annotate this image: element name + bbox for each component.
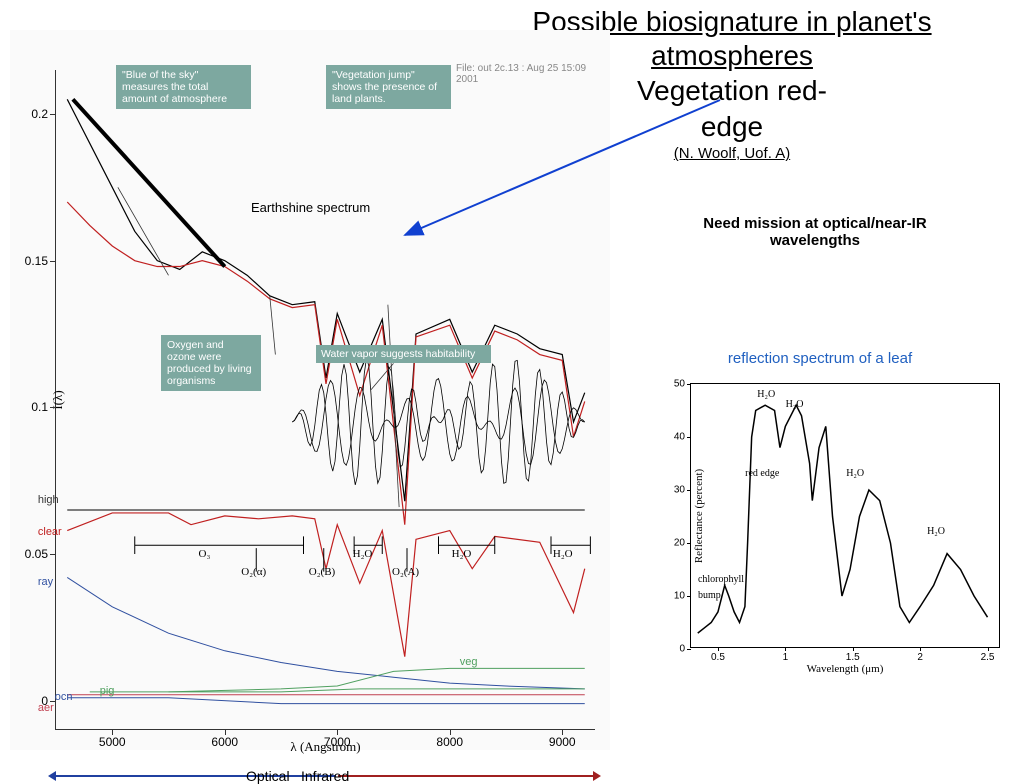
series-label-ocn: ocn — [55, 691, 73, 703]
file-label: File: out 2c.13 : Aug 25 15:09 2001 — [456, 63, 595, 85]
earthshine-label: Earthshine spectrum — [251, 200, 370, 215]
right-plot-area: Reflectance (percent) Wavelength (μm) 01… — [690, 383, 1000, 648]
mission-caption-l1: Need mission at optical/near-IR — [630, 215, 1000, 232]
right-x-axis-label: Wavelength (μm) — [807, 663, 884, 675]
right-label-h2o_2: H₂O — [786, 399, 804, 410]
callout-water: Water vapor suggests habitability — [316, 345, 491, 363]
right-label-h2o_1: H₂O — [757, 389, 775, 400]
right-chart-svg — [691, 384, 1001, 649]
right-label-chlorophyll_l1: chlorophyll — [698, 574, 744, 585]
molecule-label: O₂(B) — [309, 566, 335, 578]
series-label-veg: veg — [460, 656, 478, 668]
series-label-aer: aer — [38, 702, 54, 714]
mission-caption: Need mission at optical/near-IR waveleng… — [630, 215, 1000, 249]
leaf-reflectance-chart: Reflectance (percent) Wavelength (μm) 01… — [635, 375, 1010, 685]
infrared-label: Infrared — [301, 768, 349, 784]
left-chart-svg — [56, 70, 596, 730]
series-label-ray: ray — [38, 576, 53, 588]
molecule-label: O₃ — [199, 548, 211, 560]
mission-caption-l2: wavelengths — [630, 232, 1000, 249]
molecule-label: O₂(α) — [241, 566, 266, 578]
infrared-range-arrow — [338, 775, 593, 777]
series-label-high: high — [38, 494, 59, 506]
right-y-axis-label: Reflectance (percent) — [693, 468, 705, 562]
earthshine-chart: I(λ) λ (Angstrom) 00.050.10.150.25000600… — [10, 30, 610, 750]
molecule-label: O₂(A) — [392, 566, 419, 578]
left-y-axis-label: I(λ) — [50, 390, 66, 409]
right-label-chlorophyll_l2: bump — [698, 590, 721, 601]
reflection-caption: reflection spectrum of a leaf — [640, 350, 1000, 367]
molecule-label: H₂O — [452, 548, 472, 560]
left-plot-area: I(λ) λ (Angstrom) 00.050.10.150.25000600… — [55, 70, 595, 730]
optical-range-arrow — [56, 775, 336, 777]
optical-label: Optical — [246, 768, 290, 784]
series-label-pig: pig — [100, 685, 115, 697]
molecule-label: H₂O — [553, 548, 573, 560]
callout-blue-sky: "Blue of the sky" measures the total amo… — [116, 65, 251, 109]
callout-vegetation: "Vegetation jump" shows the presence of … — [326, 65, 451, 109]
molecule-label: H₂O — [353, 548, 373, 560]
callout-oxygen: Oxygen and ozone were produced by living… — [161, 335, 261, 391]
right-label-h2o_4: H₂O — [927, 526, 945, 537]
right-label-h2o_3: H₂O — [846, 468, 864, 479]
right-label-red_edge: red edge — [745, 468, 779, 479]
series-label-clear: clear — [38, 526, 62, 538]
